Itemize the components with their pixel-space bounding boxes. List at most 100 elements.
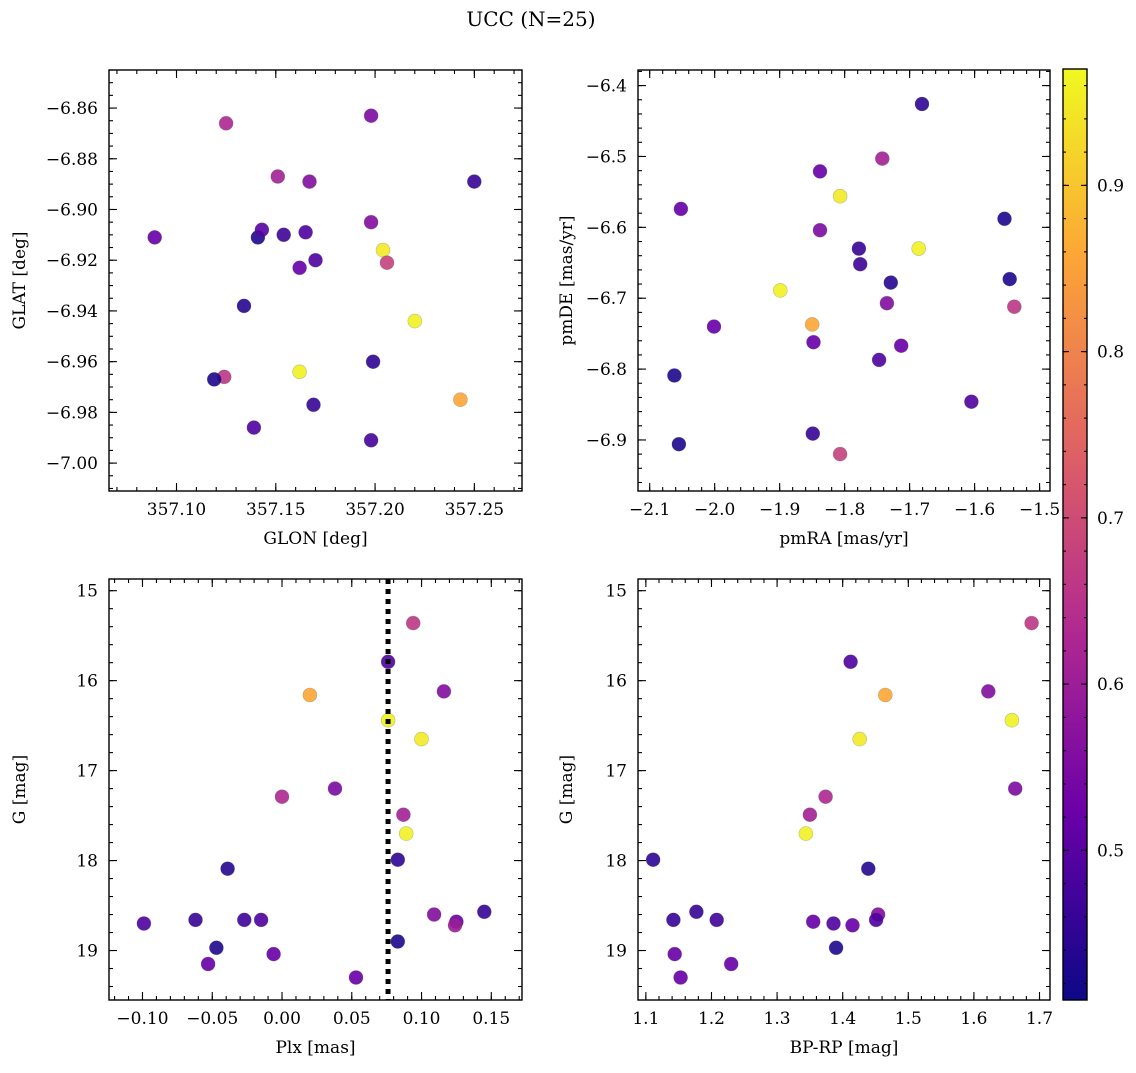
data-point (363, 432, 379, 448)
data-point (826, 916, 841, 931)
data-point (645, 852, 661, 868)
y-tick-label: −6.86 (46, 99, 98, 119)
y-tick-label: 17 (76, 762, 98, 782)
data-point (874, 151, 890, 166)
x-tick-label: 1.3 (764, 1009, 791, 1029)
data-point (812, 164, 828, 179)
y-tick-label: −6.90 (46, 200, 98, 220)
data-point (426, 907, 442, 922)
data-point (348, 970, 364, 985)
colorbar-gradient (1063, 69, 1087, 1000)
data-point (365, 354, 381, 370)
x-tick-label: −1.9 (759, 500, 800, 520)
data-point (798, 826, 814, 841)
data-point (363, 214, 379, 230)
y-tick-label: 18 (76, 852, 98, 872)
data-point (843, 654, 858, 670)
data-point (980, 684, 996, 699)
data-point (188, 912, 203, 928)
x-tick-label: −2.0 (694, 500, 735, 520)
y-axis-label: pmDE [mas/yr] (557, 215, 577, 345)
data-point (1007, 781, 1023, 796)
data-point (804, 317, 820, 332)
data-point (893, 338, 909, 354)
x-tick-label: 1.1 (632, 1009, 659, 1029)
data-point (292, 364, 307, 380)
data-point (818, 789, 833, 805)
data-point (1006, 299, 1022, 315)
data-point (302, 687, 318, 703)
data-point (236, 298, 252, 314)
axes-frame (108, 578, 523, 1001)
data-point (447, 917, 463, 933)
x-tick-label: 357.10 (147, 500, 206, 520)
colorbar-tick-label: 0.6 (1097, 675, 1124, 695)
x-tick-label: 0.05 (333, 1009, 371, 1029)
data-point (298, 225, 313, 240)
x-tick-label: 1.7 (1026, 1009, 1053, 1029)
data-point (709, 912, 725, 928)
data-point (379, 255, 395, 271)
data-point (274, 789, 290, 805)
y-tick-label: −6.92 (46, 251, 98, 271)
data-point (1002, 271, 1018, 287)
data-point (218, 116, 234, 131)
x-tick-label: −1.6 (954, 500, 995, 520)
data-point (805, 426, 821, 441)
data-point (292, 260, 307, 276)
data-point (997, 211, 1012, 227)
data-point (868, 912, 884, 928)
colorbar-frame (1062, 68, 1088, 1001)
data-point (390, 934, 406, 949)
data-point (254, 222, 270, 238)
data-point (964, 394, 979, 410)
data-point (828, 940, 844, 956)
data-point (802, 807, 818, 823)
x-tick-label: −0.05 (186, 1009, 238, 1029)
y-tick-label: −6.5 (586, 147, 627, 167)
data-point (812, 222, 828, 238)
x-tick-label: 1.6 (960, 1009, 987, 1029)
data-point (806, 334, 821, 350)
data-point (1004, 712, 1020, 728)
x-tick-label: 357.25 (445, 500, 504, 520)
plx-g-panel: −0.10 −0.05 0.00 0.05 0.10 0.15 15 16 17 18 19 Plx … (10, 578, 523, 1058)
colorbar: 0.5 0.6 0.7 0.8 0.9 (1062, 68, 1124, 1001)
y-tick-label: 19 (605, 942, 627, 962)
colorbar-tick-label: 0.7 (1097, 509, 1124, 529)
y-tick-label: 15 (605, 582, 627, 602)
x-tick-label: −0.10 (116, 1009, 168, 1029)
data-point (673, 970, 688, 985)
data-point (689, 904, 704, 920)
y-tick-label: −6.98 (46, 403, 98, 423)
data-point (832, 446, 848, 462)
y-tick-label: 19 (76, 942, 98, 962)
y-tick-label: −6.94 (46, 302, 98, 322)
data-point (879, 295, 895, 311)
data-point (276, 227, 292, 243)
data-point (390, 852, 406, 868)
data-point (308, 252, 323, 268)
data-point (407, 313, 423, 329)
x-tick-label: 357.15 (246, 500, 305, 520)
y-tick-label: −6.9 (586, 431, 627, 451)
data-point (147, 230, 162, 245)
y-tick-label: 16 (76, 672, 98, 692)
pm-panel: −2.1 −2.0 −1.9 −1.8 −1.7 −1.6 −1.5 −6.9 −6.8 −6.7… (557, 69, 1060, 549)
x-axis-label: Plx [mas] (275, 1038, 355, 1058)
colorbar-tick-label: 0.5 (1097, 841, 1124, 861)
data-point (877, 687, 893, 703)
axes-frame (637, 69, 1051, 492)
y-axis-label: G [mag] (10, 755, 30, 824)
data-point (270, 169, 286, 184)
data-point (436, 684, 452, 699)
x-tick-label: 0.15 (472, 1009, 510, 1029)
data-point (206, 372, 222, 387)
data-point (860, 861, 876, 877)
y-tick-label: −7.00 (46, 454, 98, 474)
data-point (883, 275, 899, 290)
y-tick-label: −6.88 (46, 150, 98, 170)
axes-frame (108, 69, 523, 492)
data-point (327, 781, 343, 796)
cmd-panel: 1.1 1.2 1.3 1.4 1.5 1.6 1.7 15 16 17 18 19 BP-RP [ma… (557, 578, 1053, 1058)
